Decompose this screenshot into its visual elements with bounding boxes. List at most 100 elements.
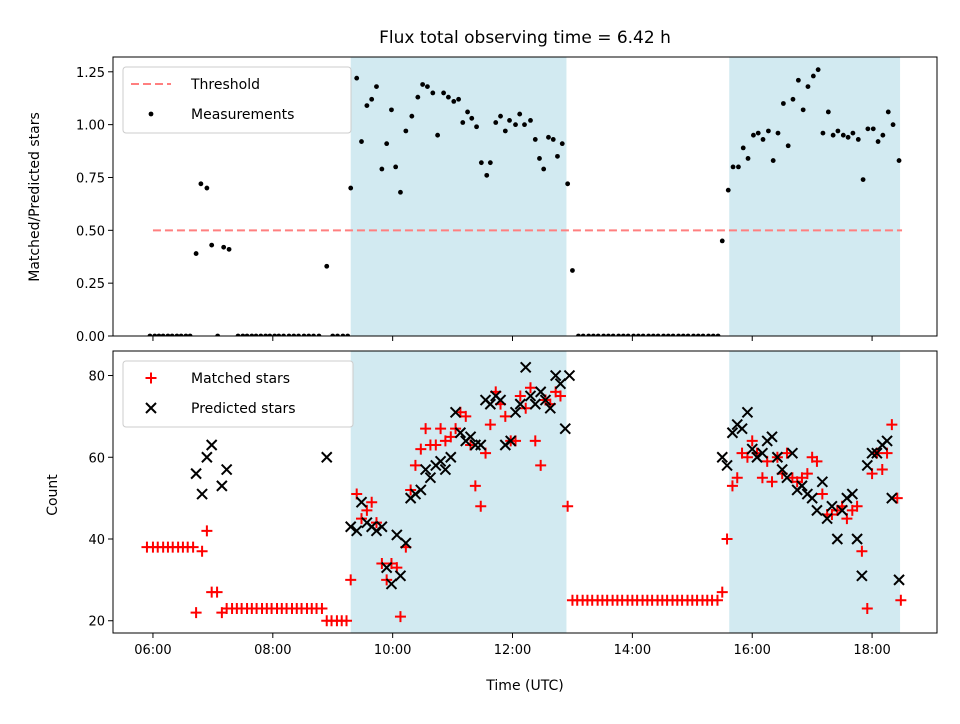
measurement-point	[885, 109, 891, 115]
observing-window	[729, 351, 901, 633]
x-tick-label: 08:00	[254, 643, 291, 658]
measurement-point	[451, 98, 457, 104]
axes-frame	[112, 350, 938, 634]
measurement-point	[425, 84, 430, 89]
measurement-point	[267, 333, 273, 336]
matched-star-point	[201, 525, 213, 537]
measurement-point	[650, 333, 656, 336]
y-tick-label: 0.00	[76, 330, 105, 345]
predicted-star-point	[529, 398, 541, 410]
predicted-star-point	[721, 459, 733, 472]
measurement-point	[800, 107, 806, 113]
predicted-star-point	[205, 439, 218, 451]
measurement-point	[415, 94, 421, 100]
measurement-point	[174, 333, 180, 336]
measurement-point	[384, 141, 390, 147]
matched-star-point	[187, 541, 199, 553]
predicted-star-point	[806, 492, 818, 504]
predicted-star-point	[434, 455, 447, 468]
measurement-point	[244, 333, 250, 336]
measurement-point	[676, 333, 681, 336]
legend-label: Predicted stars	[191, 401, 296, 417]
measurement-point	[820, 130, 826, 136]
matched-star-point	[861, 602, 873, 614]
predicted-star-point	[776, 463, 788, 476]
matched-star-point	[716, 586, 728, 598]
measurement-point	[770, 158, 776, 163]
measurement-point	[409, 113, 415, 119]
matched-star-point	[529, 435, 541, 447]
predicted-star-point	[419, 463, 432, 476]
measurement-point	[469, 115, 475, 121]
predicted-star-point	[190, 467, 202, 480]
predicted-star-point	[475, 439, 487, 451]
measurement-point	[348, 185, 354, 191]
x-tick-label: 06:00	[134, 643, 171, 658]
measurement-point	[306, 333, 312, 336]
predicted-star-point	[355, 496, 368, 508]
measurement-point	[316, 333, 322, 336]
predicted-star-point	[464, 431, 477, 443]
predicted-star-point	[216, 480, 228, 492]
matched-star-point	[394, 611, 406, 623]
measurement-point	[805, 84, 811, 89]
measurement-point	[522, 122, 527, 128]
predicted-star-point	[866, 447, 878, 459]
measurement-point	[435, 132, 441, 138]
measurement-point	[507, 118, 512, 123]
matched-star-point	[756, 472, 768, 484]
measurement-point	[147, 333, 153, 336]
predicted-star-point	[380, 561, 393, 574]
x-tick-label: 12:00	[494, 643, 531, 658]
matched-star-point	[524, 382, 536, 394]
measurement-point	[670, 333, 676, 336]
measurement-point	[795, 77, 801, 83]
measurement-point	[528, 118, 533, 123]
measurement-point	[845, 134, 851, 140]
measurement-point	[631, 333, 636, 336]
ratio-y-axis-label: Matched/Predicted stars	[27, 112, 43, 282]
measurement-point	[532, 137, 538, 142]
matched-star-point	[430, 439, 442, 451]
matched-star-point	[409, 459, 421, 471]
measurement-point	[605, 333, 611, 336]
measurement-point	[460, 120, 466, 125]
legend: Matched stars Predicted stars	[122, 360, 354, 428]
measurement-point	[152, 333, 158, 336]
measurement-point	[345, 333, 351, 336]
predicted-star-point	[736, 422, 748, 435]
y-tick-label: 0.50	[76, 224, 105, 239]
measurement-point	[221, 244, 227, 250]
measurement-point	[420, 82, 426, 87]
y-tick-label: 40	[88, 533, 105, 548]
measurement-point	[209, 242, 215, 248]
predicted-star-point	[376, 521, 388, 533]
predicted-star-point	[445, 451, 457, 463]
count-panel: 20 40 60 80 06:00 08:00 10:00 12:00 14:00 16:00 18…	[88, 350, 938, 658]
measurement-point	[815, 67, 821, 73]
measurement-point	[276, 333, 282, 336]
y-tick-label: 60	[88, 451, 105, 466]
measurement-point	[790, 96, 796, 102]
x-tick-label: 16:00	[733, 643, 770, 658]
predicted-star-point	[391, 529, 403, 541]
legend-label: Threshold	[190, 77, 260, 93]
measurement-point	[258, 333, 264, 336]
observing-window	[350, 57, 567, 336]
measurement-point	[855, 137, 861, 142]
predicted-star-point	[559, 422, 571, 435]
measurement-point	[249, 333, 255, 336]
measurement-point	[586, 333, 592, 336]
measurement-point	[456, 96, 461, 102]
measurement-point	[235, 333, 241, 336]
matched-star-point	[316, 602, 328, 614]
measurement-point	[751, 132, 756, 138]
measurement-point	[570, 268, 575, 273]
measurement-point	[198, 181, 204, 187]
matched-star-point	[211, 586, 223, 598]
measurement-point	[187, 333, 193, 336]
predicted-star-point	[554, 377, 567, 390]
matched-star-point	[420, 423, 432, 435]
measurement-point	[296, 333, 301, 336]
